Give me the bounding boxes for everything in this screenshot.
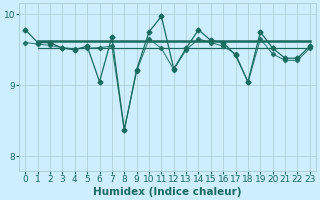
X-axis label: Humidex (Indice chaleur): Humidex (Indice chaleur) [93,187,242,197]
